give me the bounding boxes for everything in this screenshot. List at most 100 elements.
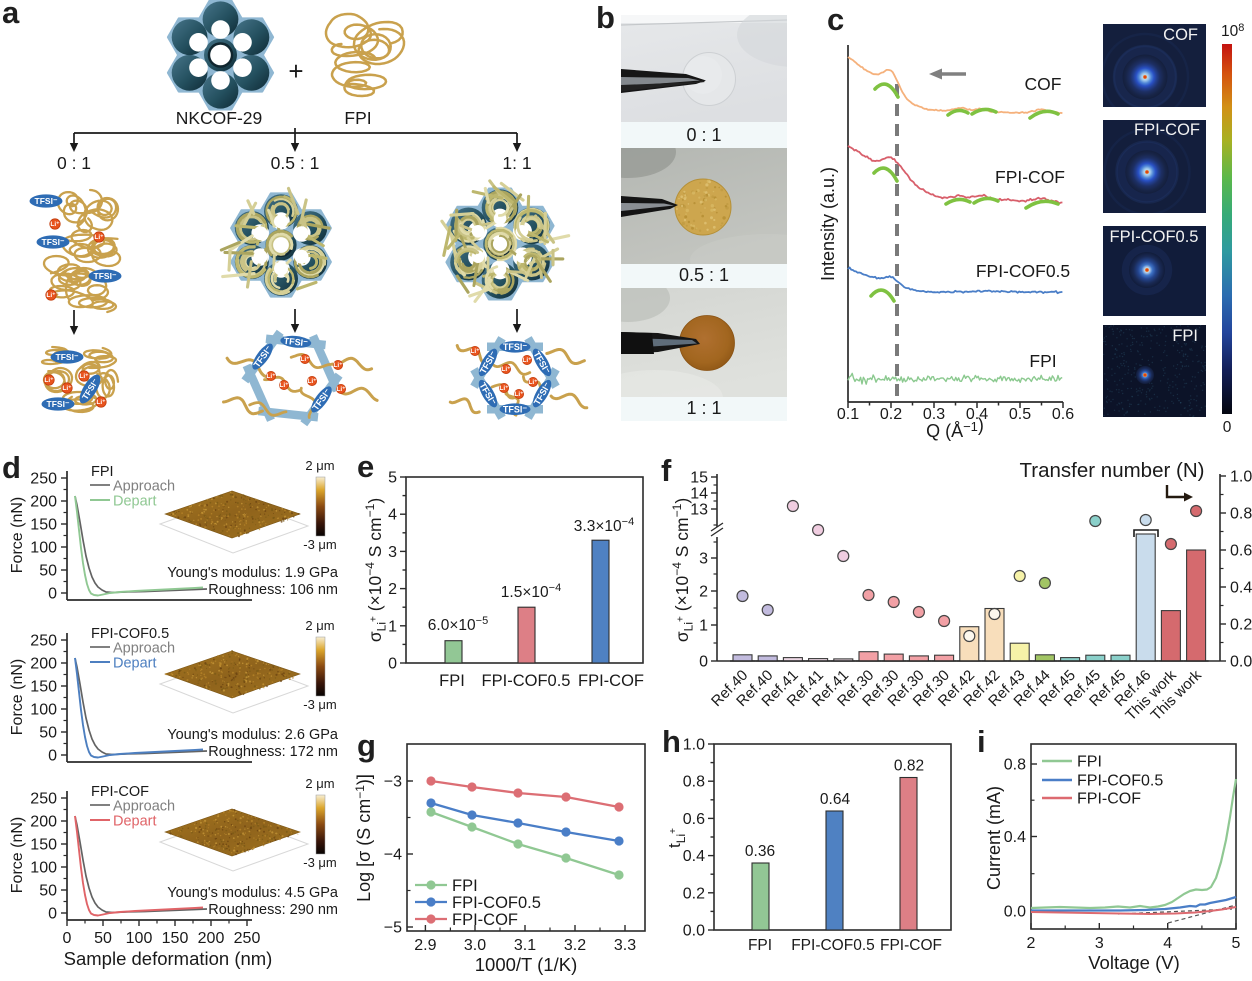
- svg-text:2.9: 2.9: [414, 937, 436, 954]
- svg-text:2: 2: [1027, 935, 1036, 952]
- svg-text:1: 1: [699, 618, 708, 635]
- svg-text:FPI-COF: FPI-COF: [880, 937, 942, 954]
- svg-text:FPI-COF: FPI-COF: [1134, 121, 1200, 139]
- svg-text:14: 14: [690, 486, 708, 503]
- svg-text:0.8: 0.8: [1004, 757, 1026, 774]
- svg-text:150: 150: [162, 930, 189, 947]
- svg-text:+: +: [288, 56, 303, 86]
- svg-text:2: 2: [699, 584, 708, 601]
- svg-text:Li⁺: Li⁺: [307, 378, 317, 385]
- svg-text:TFSI⁻: TFSI⁻: [35, 196, 58, 206]
- svg-text:0: 0: [1223, 419, 1232, 436]
- svg-text:-3 μm: -3 μm: [303, 855, 337, 870]
- svg-text:250: 250: [234, 930, 261, 947]
- svg-text:1: 1: 1: 1: [502, 153, 531, 173]
- svg-text:COF: COF: [1025, 74, 1062, 94]
- svg-text:Depart: Depart: [113, 814, 157, 830]
- svg-text:Depart: Depart: [113, 494, 157, 510]
- svg-text:FPI: FPI: [344, 108, 371, 128]
- svg-text:Li⁺: Li⁺: [470, 348, 480, 355]
- svg-text:0.0: 0.0: [1230, 654, 1252, 671]
- svg-text:i: i: [977, 724, 986, 759]
- svg-text:Approach: Approach: [113, 799, 175, 815]
- svg-text:c: c: [827, 2, 844, 37]
- svg-text:Current (mA): Current (mA): [984, 786, 1004, 890]
- svg-text:h: h: [662, 724, 681, 759]
- svg-text:0.5 : 1: 0.5 : 1: [679, 265, 729, 285]
- svg-text:FPI-COF: FPI-COF: [995, 167, 1065, 187]
- svg-text:0.5: 0.5: [1009, 406, 1031, 423]
- svg-text:3: 3: [699, 551, 708, 568]
- svg-text:TFSI⁻: TFSI⁻: [47, 399, 70, 409]
- svg-text:Young's modulus: 4.5 GPa: Young's modulus: 4.5 GPa: [167, 885, 339, 901]
- svg-text:0: 0: [48, 586, 57, 603]
- svg-text:1.0: 1.0: [683, 737, 705, 754]
- svg-text:FPI: FPI: [439, 672, 465, 690]
- svg-text:0.4: 0.4: [1230, 580, 1252, 597]
- svg-text:Li⁺: Li⁺: [79, 373, 89, 380]
- svg-text:Li⁺: Li⁺: [62, 385, 72, 392]
- svg-text:Li⁺: Li⁺: [44, 377, 54, 384]
- svg-text:200: 200: [30, 494, 57, 511]
- svg-text:Li⁺: Li⁺: [46, 292, 56, 299]
- svg-text:50: 50: [39, 725, 57, 742]
- svg-text:0: 0: [699, 654, 708, 671]
- svg-text:Intensity (a.u.): Intensity (a.u.): [818, 167, 838, 281]
- svg-text:Force (nN): Force (nN): [9, 497, 26, 573]
- svg-text:200: 200: [30, 814, 57, 831]
- svg-text:Li⁺: Li⁺: [50, 221, 60, 228]
- svg-text:Li⁺: Li⁺: [94, 234, 104, 241]
- svg-text:Li⁺: Li⁺: [333, 362, 343, 369]
- svg-text:Li⁺: Li⁺: [300, 356, 310, 363]
- svg-text:FPI-COF0.5: FPI-COF0.5: [452, 894, 541, 912]
- svg-text:FPI-COF: FPI-COF: [1077, 791, 1141, 808]
- svg-text:FPI-COF: FPI-COF: [452, 911, 518, 929]
- svg-text:FPI: FPI: [748, 937, 772, 954]
- svg-text:150: 150: [30, 837, 57, 854]
- svg-text:3: 3: [1095, 935, 1104, 952]
- svg-text:Approach: Approach: [113, 641, 175, 657]
- svg-text:FPI-COF0.5: FPI-COF0.5: [1077, 773, 1163, 790]
- svg-text:0.2: 0.2: [1230, 617, 1252, 634]
- svg-text:Li⁺: Li⁺: [514, 391, 524, 398]
- svg-text:Li⁺: Li⁺: [528, 379, 538, 386]
- svg-text:200: 200: [198, 930, 225, 947]
- svg-text:TFSI⁻: TFSI⁻: [94, 271, 117, 281]
- svg-text:0: 0: [63, 930, 72, 947]
- svg-text:250: 250: [30, 633, 57, 650]
- svg-text:FPI: FPI: [91, 464, 114, 480]
- svg-text:0.1: 0.1: [837, 406, 859, 423]
- svg-text:FPI: FPI: [1029, 351, 1056, 371]
- svg-text:3.2: 3.2: [564, 937, 586, 954]
- svg-text:1: 1: [388, 618, 397, 635]
- svg-text:Sample deformation (nm): Sample deformation (nm): [64, 948, 273, 969]
- svg-text:2 μm: 2 μm: [305, 458, 334, 473]
- svg-text:100: 100: [30, 702, 57, 719]
- svg-text:0.6: 0.6: [1230, 543, 1252, 560]
- svg-text:0: 0: [48, 748, 57, 765]
- svg-text:−4: −4: [384, 847, 402, 864]
- svg-text:4: 4: [388, 507, 397, 524]
- svg-text:Li⁺: Li⁺: [499, 385, 509, 392]
- svg-text:0 : 1: 0 : 1: [686, 125, 721, 145]
- svg-text:FPI-COF0.5: FPI-COF0.5: [791, 937, 875, 954]
- svg-text:0 : 1: 0 : 1: [57, 153, 91, 173]
- svg-text:Li⁺: Li⁺: [501, 366, 511, 373]
- svg-text:0.82: 0.82: [894, 758, 924, 775]
- svg-text:3: 3: [388, 544, 397, 561]
- svg-text:-3 μm: -3 μm: [303, 697, 337, 712]
- svg-text:FPI-COF0.5: FPI-COF0.5: [976, 261, 1070, 281]
- svg-text:FPI: FPI: [1077, 754, 1102, 771]
- svg-text:250: 250: [30, 471, 57, 488]
- svg-text:Li⁺: Li⁺: [336, 386, 346, 393]
- svg-text:50: 50: [39, 563, 57, 580]
- svg-text:50: 50: [94, 930, 112, 947]
- svg-text:150: 150: [30, 679, 57, 696]
- svg-text:Depart: Depart: [113, 656, 157, 672]
- svg-text:0.5 : 1: 0.5 : 1: [271, 153, 320, 173]
- svg-text:Young's modulus: 2.6 GPa: Young's modulus: 2.6 GPa: [167, 727, 339, 743]
- svg-text:1 : 1: 1 : 1: [686, 398, 721, 418]
- svg-text:TFSI⁻: TFSI⁻: [503, 404, 527, 414]
- svg-text:TFSI⁻: TFSI⁻: [42, 237, 65, 247]
- svg-text:FPI: FPI: [1172, 327, 1198, 345]
